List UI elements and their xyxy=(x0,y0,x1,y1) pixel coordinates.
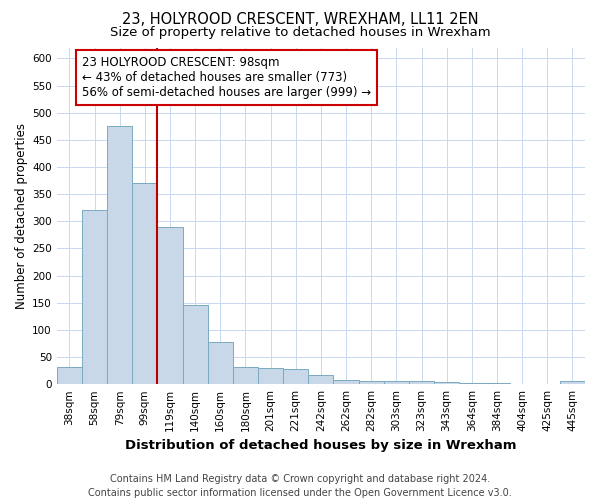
Bar xyxy=(334,380,359,384)
Y-axis label: Number of detached properties: Number of detached properties xyxy=(15,123,28,309)
Bar xyxy=(132,184,157,384)
Bar xyxy=(560,382,585,384)
Bar xyxy=(157,226,182,384)
Text: Contains HM Land Registry data © Crown copyright and database right 2024.
Contai: Contains HM Land Registry data © Crown c… xyxy=(88,474,512,498)
Bar xyxy=(459,382,484,384)
Bar xyxy=(434,382,459,384)
Bar xyxy=(409,381,434,384)
Bar xyxy=(233,368,258,384)
Bar xyxy=(208,342,233,384)
Bar xyxy=(57,368,82,384)
Bar xyxy=(82,210,107,384)
Bar xyxy=(308,375,334,384)
X-axis label: Distribution of detached houses by size in Wrexham: Distribution of detached houses by size … xyxy=(125,440,517,452)
Bar xyxy=(359,381,384,384)
Bar xyxy=(283,369,308,384)
Text: 23, HOLYROOD CRESCENT, WREXHAM, LL11 2EN: 23, HOLYROOD CRESCENT, WREXHAM, LL11 2EN xyxy=(122,12,478,28)
Bar xyxy=(107,126,132,384)
Text: 23 HOLYROOD CRESCENT: 98sqm
← 43% of detached houses are smaller (773)
56% of se: 23 HOLYROOD CRESCENT: 98sqm ← 43% of det… xyxy=(82,56,371,98)
Bar xyxy=(182,306,208,384)
Bar xyxy=(384,382,409,384)
Bar xyxy=(258,368,283,384)
Bar xyxy=(484,383,509,384)
Text: Size of property relative to detached houses in Wrexham: Size of property relative to detached ho… xyxy=(110,26,490,39)
